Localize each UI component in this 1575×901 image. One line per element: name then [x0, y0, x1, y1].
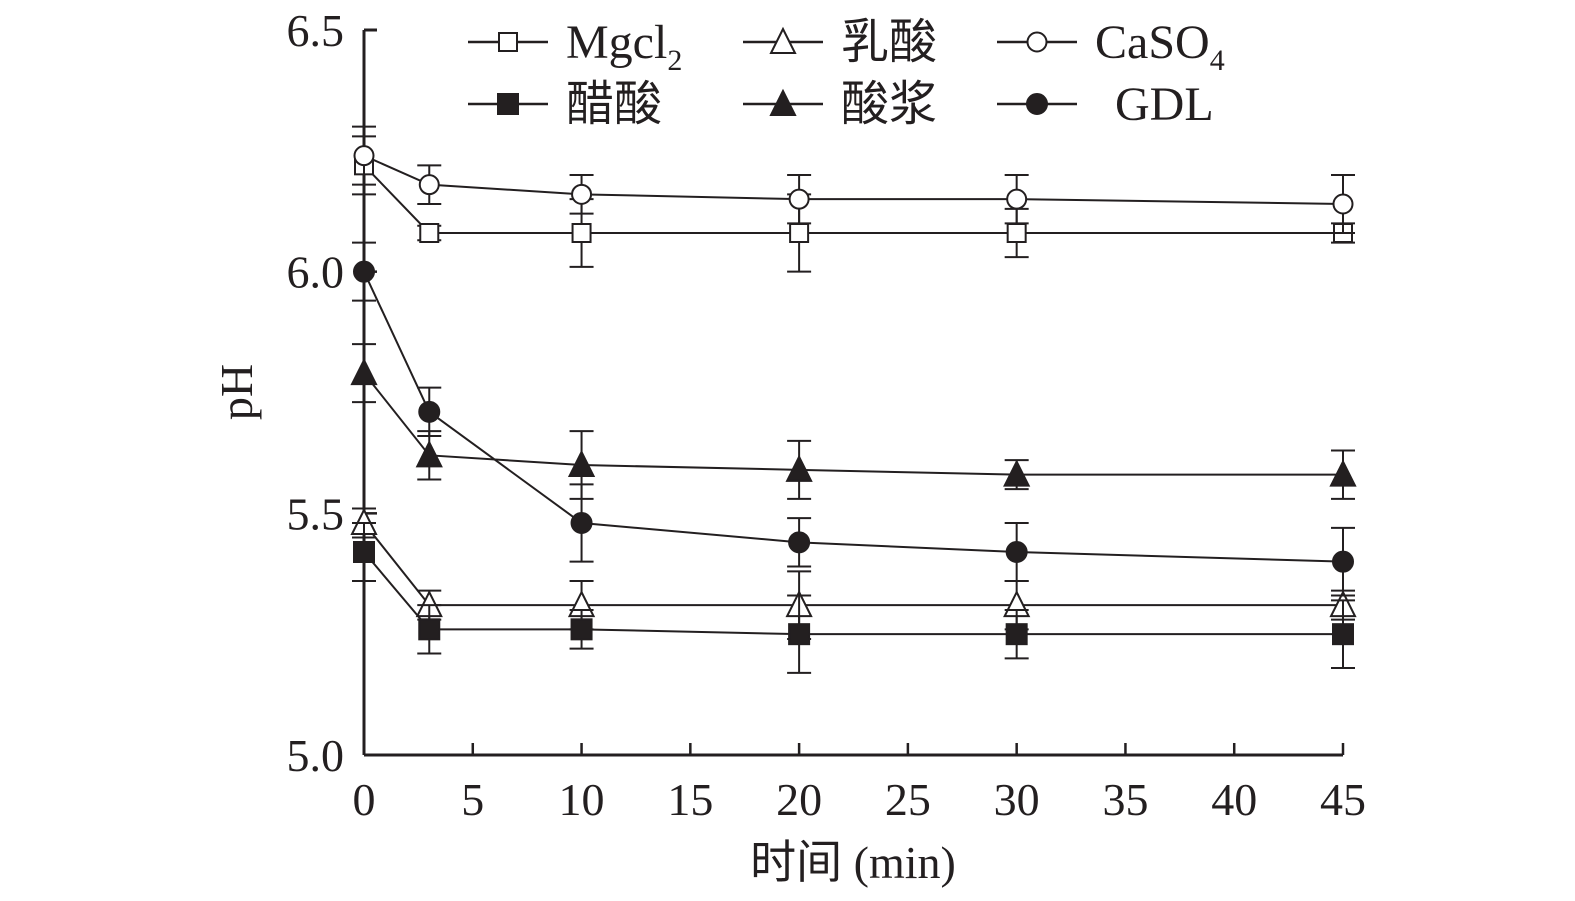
data-point [571, 183, 593, 205]
data-point [1003, 459, 1031, 487]
legend-label: 酸浆 [841, 78, 937, 131]
legend-label: GDL [1115, 78, 1214, 131]
data-point [788, 531, 811, 554]
series-6 [352, 241, 1355, 597]
legend-item: Mgcl2 [468, 16, 682, 77]
x-tick-label: 20 [776, 774, 822, 825]
series-5 [350, 343, 1357, 500]
legend-label: CaSO4 [1095, 16, 1225, 77]
data-point [353, 260, 375, 283]
data-point [788, 188, 810, 210]
data-point [1329, 459, 1357, 487]
data-point [415, 440, 443, 468]
data-point [1332, 550, 1354, 573]
x-axis-title: 时间 (min) [750, 837, 956, 888]
y-tick-label: 5.0 [287, 730, 345, 781]
series-line [363, 164, 1343, 234]
x-tick-label: 0 [353, 774, 376, 825]
legend-label: 醋酸 [566, 78, 662, 131]
legend-label: 乳酸 [841, 16, 937, 69]
series-1 [352, 135, 1355, 273]
data-point [1005, 541, 1028, 563]
legend-item: 酸浆 [743, 78, 937, 131]
data-point [571, 223, 592, 243]
y-tick-label: 6.0 [287, 247, 345, 298]
legend: Mgcl2 乳酸 CaSO4 醋酸 酸浆 GDL [468, 16, 1225, 131]
x-tick-label: 35 [1102, 774, 1148, 825]
x-tick-label: 10 [559, 774, 605, 825]
axes: 0 5 10 15 20 25 30 35 40 45 5.0 5.5 6.0 6.5 [287, 5, 1367, 825]
data-point [1332, 623, 1354, 646]
y-tick-label: 5.5 [287, 488, 345, 539]
data-point [353, 145, 375, 167]
series-line [363, 154, 1344, 205]
legend-marker [769, 26, 797, 54]
data-point [567, 449, 596, 477]
legend-marker [498, 32, 518, 52]
x-tick-label: 30 [994, 774, 1040, 825]
y-tick-label: 6.5 [287, 5, 345, 56]
data-point [418, 174, 440, 196]
series-2 [350, 507, 1357, 640]
data-point [570, 618, 593, 641]
data-point [350, 357, 378, 386]
series-line [363, 271, 1344, 563]
data-point [353, 541, 375, 563]
series-layer [350, 125, 1357, 674]
data-point [418, 400, 441, 423]
data-point [788, 623, 811, 646]
data-point [1006, 188, 1028, 210]
x-tick-label: 45 [1320, 774, 1366, 825]
data-point [570, 512, 593, 534]
legend-marker [1026, 93, 1048, 115]
y-axis-title: pH [211, 364, 262, 420]
data-point [418, 618, 441, 641]
data-point [1006, 223, 1027, 243]
data-point [419, 223, 440, 243]
series-line [363, 551, 1343, 636]
series-line [363, 522, 1343, 607]
x-tick-label: 25 [885, 774, 931, 825]
series-4 [352, 522, 1355, 674]
data-point [789, 223, 810, 243]
data-point [1332, 193, 1354, 215]
legend-item: GDL [997, 78, 1214, 131]
data-point [1005, 623, 1028, 646]
legend-marker [1026, 31, 1048, 53]
legend-item: CaSO4 [997, 16, 1225, 77]
data-point [785, 454, 813, 482]
legend-marker [497, 93, 519, 115]
x-tick-label: 5 [461, 774, 484, 825]
series-3 [352, 125, 1355, 234]
legend-label: Mgcl2 [566, 16, 682, 77]
x-tick-label: 15 [667, 774, 713, 825]
series-line [363, 372, 1343, 476]
legend-item: 乳酸 [743, 16, 937, 69]
legend-item: 醋酸 [468, 78, 662, 131]
x-tick-label: 40 [1211, 774, 1257, 825]
legend-marker [769, 88, 797, 116]
